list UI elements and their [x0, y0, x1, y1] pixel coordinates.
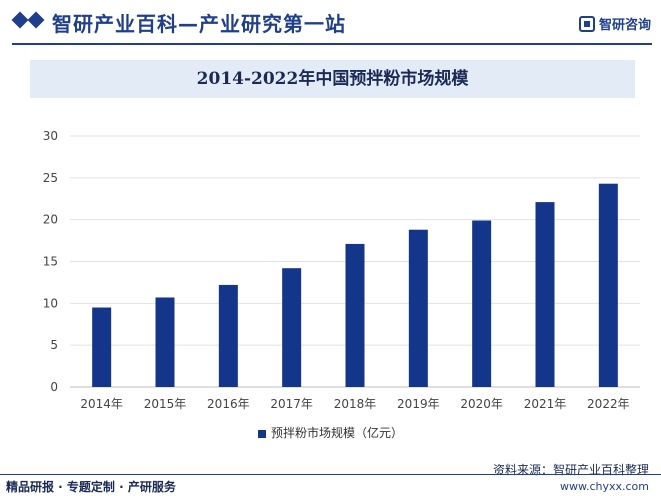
y-tick-label: 25 — [43, 171, 58, 185]
bar — [155, 297, 175, 387]
bar-chart: 0 5 10 15 20 25 30 2014年 2015年 2016年 2017年 2018年 201… — [43, 129, 640, 411]
y-tick-label: 10 — [43, 296, 58, 310]
logo-icon — [578, 15, 595, 32]
legend-label: 预拌粉市场规模（亿元） — [270, 426, 403, 440]
x-tick-label: 2015年 — [144, 397, 187, 411]
chart-title: 2014-2022年中国预拌粉市场规模 — [196, 69, 469, 89]
y-tick-label: 5 — [50, 338, 58, 352]
bar — [472, 220, 492, 387]
x-tick-label: 2020年 — [460, 397, 503, 411]
x-tick-label: 2017年 — [270, 397, 313, 411]
x-tick-label: 2018年 — [334, 397, 377, 411]
x-tick-label: 2016年 — [207, 397, 250, 411]
x-tick-label: 2019年 — [397, 397, 440, 411]
footer-tagline: 精品研报 · 专题定制 · 产研服务 — [6, 480, 176, 494]
chart-title-band: 2014-2022年中国预拌粉市场规模 — [30, 60, 635, 98]
y-tick-label: 15 — [43, 255, 58, 269]
footer-divider — [0, 474, 661, 475]
y-tick-label: 20 — [43, 213, 58, 227]
x-tick-label: 2021年 — [524, 397, 567, 411]
legend: 预拌粉市场规模（亿元） — [0, 424, 661, 441]
source-note: 资料来源：智研产业百科整理 — [492, 463, 649, 477]
bar — [345, 243, 365, 387]
y-tick-label: 0 — [50, 380, 58, 394]
brand-name: 智研咨询 — [598, 18, 651, 33]
header-bar: 智研产业百科—产业研究第一站 智研咨询 — [0, 0, 661, 44]
x-tick-label: 2014年 — [80, 397, 123, 411]
bar — [282, 268, 302, 387]
header-divider — [12, 43, 652, 45]
bar — [598, 183, 618, 387]
bar — [408, 229, 428, 387]
bar — [218, 284, 238, 387]
brand-logo[interactable]: 智研咨询 — [578, 14, 651, 33]
bar — [92, 307, 112, 387]
x-tick-label: 2022年 — [587, 397, 630, 411]
site-title: 智研产业百科—产业研究第一站 — [52, 12, 346, 36]
y-tick-label: 30 — [43, 129, 58, 143]
bar — [535, 202, 555, 387]
footer-url[interactable]: www.chyxx.com — [559, 480, 649, 493]
legend-swatch — [257, 429, 266, 438]
